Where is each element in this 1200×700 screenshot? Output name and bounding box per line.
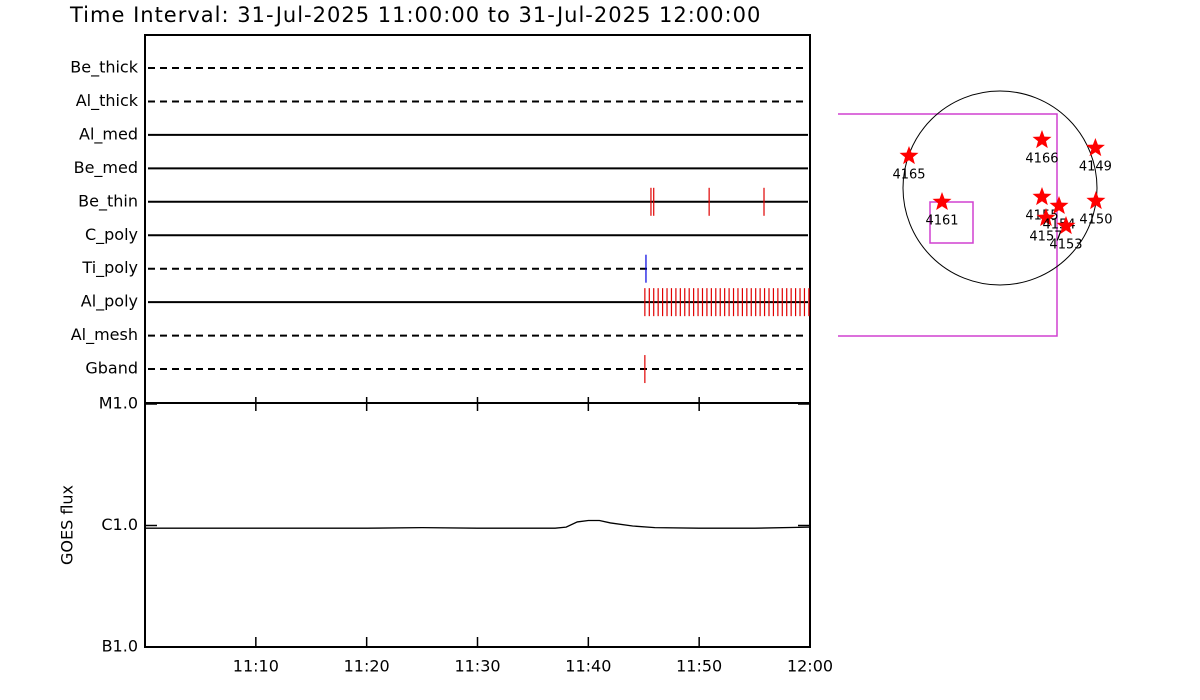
- y-axis-label: GOES flux: [58, 485, 77, 565]
- row-label: Gband: [85, 359, 138, 378]
- region-label: 4153: [1049, 237, 1082, 252]
- region-label: 4165: [892, 167, 925, 182]
- x-tick-label: 11:50: [676, 657, 722, 676]
- row-label: C_poly: [85, 225, 138, 245]
- flux-line: [145, 519, 811, 529]
- region-star: [1086, 191, 1106, 210]
- x-tick-label: 11:30: [454, 657, 500, 676]
- row-label: Be_thin: [78, 191, 138, 211]
- y-tick-label: C1.0: [101, 515, 138, 534]
- x-tick-label: 11:40: [565, 657, 611, 676]
- y-tick-label: B1.0: [102, 637, 138, 656]
- region-star: [1085, 138, 1105, 157]
- x-tick-label: 11:20: [344, 657, 390, 676]
- y-tick-label: M1.0: [99, 394, 138, 413]
- region-star: [1032, 187, 1052, 206]
- region-label: 4150: [1079, 213, 1112, 228]
- row-label: Al_thick: [76, 91, 139, 111]
- region-label: 4166: [1025, 151, 1058, 166]
- region-star: [1032, 130, 1052, 149]
- row-label: Ti_poly: [81, 258, 138, 278]
- x-tick-label: 11:10: [233, 657, 279, 676]
- chart-title: Time Interval: 31-Jul-2025 11:00:00 to 3…: [69, 3, 761, 27]
- x-tick-label: 12:00: [787, 657, 833, 676]
- region-star: [932, 192, 952, 210]
- region-star: [899, 146, 919, 165]
- region-label: 4161: [925, 213, 958, 228]
- region-star: [1056, 216, 1076, 235]
- row-label: Be_med: [74, 158, 138, 178]
- plot-frame: [144, 34, 811, 648]
- region-label: 4149: [1079, 159, 1112, 174]
- row-label: Be_thick: [70, 58, 138, 78]
- field-of-view: [838, 113, 1058, 337]
- region-label: 4157: [1029, 229, 1062, 244]
- row-label: Al_mesh: [71, 325, 138, 345]
- region-star: [1036, 208, 1056, 226]
- row-label: Al_med: [79, 124, 138, 144]
- solar-disk: [902, 90, 1098, 286]
- region-star: [1049, 196, 1069, 214]
- row-label: Al_poly: [81, 292, 138, 312]
- pointing-box: [929, 201, 974, 244]
